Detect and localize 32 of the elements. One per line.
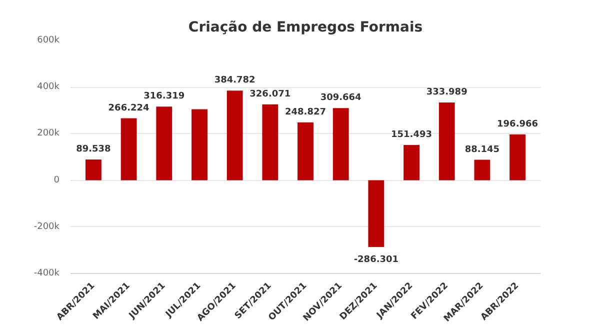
y-tick-label: 600k bbox=[37, 36, 60, 46]
chart-title: Criação de Empregos Formais bbox=[188, 20, 423, 36]
data-label: 151.493 bbox=[391, 130, 432, 140]
bar bbox=[332, 108, 349, 180]
data-label: 333.989 bbox=[426, 87, 468, 98]
data-label: 316.319 bbox=[144, 92, 185, 102]
data-label: 384.782 bbox=[214, 76, 256, 86]
y-tick-label: 200k bbox=[37, 128, 60, 139]
data-label: 248.827 bbox=[285, 107, 326, 118]
bar bbox=[192, 109, 208, 180]
data-label: 88.145 bbox=[464, 144, 500, 155]
bar bbox=[474, 160, 490, 180]
bar bbox=[404, 145, 420, 180]
y-tick-label: 0 bbox=[54, 175, 60, 186]
bar bbox=[368, 180, 384, 248]
bar bbox=[262, 104, 278, 180]
data-label: 196.966 bbox=[497, 119, 538, 130]
bar bbox=[226, 90, 243, 180]
bar bbox=[156, 106, 172, 180]
data-label: 89.538 bbox=[76, 144, 111, 154]
data-label: 266.224 bbox=[108, 103, 150, 114]
y-tick-label: -200k bbox=[34, 222, 60, 232]
bar bbox=[438, 102, 455, 180]
data-label: 326.071 bbox=[250, 89, 291, 100]
bar bbox=[510, 134, 526, 180]
bar bbox=[86, 159, 102, 180]
y-tick-label: 400k bbox=[37, 82, 60, 92]
bar bbox=[298, 122, 314, 180]
data-label: -286.301 bbox=[354, 255, 399, 266]
data-label: 309.664 bbox=[320, 93, 362, 104]
y-tick-label: -400k bbox=[34, 268, 60, 278]
bar bbox=[120, 118, 137, 180]
